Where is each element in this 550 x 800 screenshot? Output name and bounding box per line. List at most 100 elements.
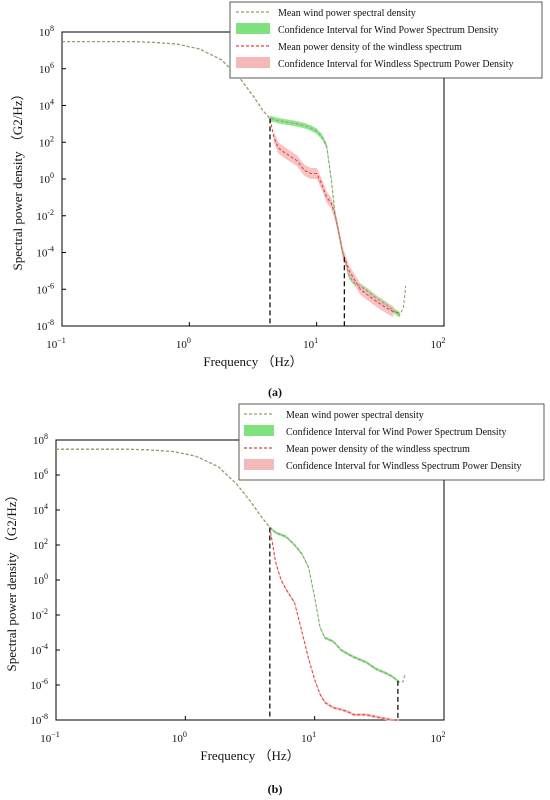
confidence-band-windless [273, 131, 394, 318]
y-tick-label: 10-4 [30, 642, 48, 657]
x-tick-label: 102 [431, 730, 446, 745]
legend-entry: Mean power density of the windless spect… [286, 444, 470, 455]
y-tick-label: 100 [33, 572, 48, 587]
y-tick-base: 10 [33, 575, 45, 587]
x-tick-label: 101 [301, 730, 316, 745]
y-tick-base: 10 [36, 211, 48, 223]
y-tick-label: 102 [33, 537, 48, 552]
panel-label: (b) [268, 782, 283, 796]
y-tick-label: 108 [33, 432, 48, 447]
y-tick-exp: 6 [50, 61, 54, 70]
x-tick-label: 100 [172, 730, 187, 745]
legend-swatch-band [236, 23, 270, 34]
y-tick-exp: -6 [41, 677, 48, 686]
y-tick-label: 108 [39, 24, 54, 39]
legend-entry: Mean power density of the windless spect… [278, 42, 462, 53]
y-tick-exp: 2 [50, 134, 54, 143]
legend-entry: Mean wind power spectral density [286, 410, 424, 421]
y-tick-base: 10 [36, 284, 48, 296]
y-tick-base: 10 [39, 64, 51, 76]
confidence-band-wind [269, 526, 400, 684]
legend-entry: Confidence Interval for Wind Power Spect… [278, 25, 498, 36]
x-tick-label: 101 [303, 336, 318, 351]
y-tick-base: 10 [39, 27, 51, 39]
x-tick-exp: 1 [312, 730, 316, 739]
legend-box [229, 1, 543, 79]
legend-entry: Confidence Interval for Windless Spectru… [278, 59, 513, 70]
y-tick-base: 10 [30, 610, 42, 622]
x-tick-base: 10 [40, 733, 52, 745]
y-tick-exp: 4 [50, 98, 54, 107]
x-tick-base: 10 [431, 339, 443, 351]
x-tick-base: 10 [172, 733, 184, 745]
y-tick-exp: -4 [47, 245, 54, 254]
y-tick-base: 10 [39, 137, 51, 149]
x-tick-exp: 2 [442, 730, 446, 739]
x-tick-exp: −1 [51, 730, 60, 739]
y-tick-base: 10 [36, 321, 48, 333]
y-tick-exp: 0 [50, 171, 54, 180]
legend-swatch-band [244, 459, 274, 470]
y-tick-exp: 6 [44, 467, 48, 476]
y-tick-label: 10-2 [36, 208, 54, 223]
y-tick-label: 100 [39, 171, 54, 186]
y-tick-base: 10 [33, 540, 45, 552]
y-tick-label: 106 [33, 467, 48, 482]
y-tick-exp: 0 [44, 572, 48, 581]
y-tick-exp: -6 [47, 281, 54, 290]
y-tick-base: 10 [30, 645, 42, 657]
legend-entry: Mean wind power spectral density [278, 8, 416, 19]
x-tick-label: 102 [431, 336, 446, 351]
y-axis-label: Spectral power density （G2/Hz） [10, 87, 25, 270]
x-tick-base: 10 [46, 339, 58, 351]
y-axis-label: Spectral power density （G2/Hz） [4, 488, 19, 671]
confidence-band-windless [269, 526, 393, 722]
y-tick-base: 10 [33, 505, 45, 517]
x-tick-exp: −1 [57, 336, 66, 345]
y-tick-base: 10 [33, 470, 45, 482]
x-tick-exp: 2 [442, 336, 446, 345]
y-tick-base: 10 [33, 435, 45, 447]
legend-entry: Confidence Interval for Windless Spectru… [286, 461, 521, 472]
x-tick-label: 100 [176, 336, 191, 351]
x-tick-label: 10−1 [40, 730, 60, 745]
legend-swatch-band [236, 57, 270, 68]
y-tick-exp: 2 [44, 537, 48, 546]
y-tick-exp: -8 [47, 318, 54, 327]
series-line-windless [56, 448, 400, 721]
y-tick-label: 102 [39, 134, 54, 149]
y-tick-label: 10-2 [30, 607, 48, 622]
y-tick-exp: -4 [41, 642, 48, 651]
y-tick-label: 104 [33, 502, 48, 517]
legend-box [238, 403, 545, 481]
series-line-wind [56, 448, 406, 683]
y-tick-label: 10-6 [30, 677, 48, 692]
x-tick-exp: 0 [187, 336, 191, 345]
y-tick-exp: 8 [44, 432, 48, 441]
y-tick-label: 10-4 [36, 245, 54, 260]
y-tick-label: 104 [39, 98, 54, 113]
y-tick-base: 10 [36, 248, 48, 260]
plot-frame [55, 439, 445, 721]
x-tick-base: 10 [303, 339, 315, 351]
x-tick-base: 10 [301, 733, 313, 745]
y-tick-exp: -8 [41, 712, 48, 721]
x-tick-base: 10 [431, 733, 443, 745]
x-tick-base: 10 [176, 339, 188, 351]
y-tick-base: 10 [30, 680, 42, 692]
y-tick-exp: 8 [50, 24, 54, 33]
y-tick-label: 10-8 [36, 318, 54, 333]
y-tick-base: 10 [30, 715, 42, 727]
x-tick-label: 10−1 [46, 336, 66, 351]
series-line-wind [62, 41, 407, 316]
y-tick-exp: -2 [47, 208, 54, 217]
y-tick-base: 10 [39, 101, 51, 113]
x-tick-exp: 0 [183, 730, 187, 739]
y-tick-exp: -2 [41, 607, 48, 616]
y-tick-base: 10 [39, 174, 51, 186]
x-tick-exp: 1 [314, 336, 318, 345]
panel-label: (a) [268, 385, 282, 399]
x-axis-label: Frequency （Hz） [200, 748, 299, 763]
